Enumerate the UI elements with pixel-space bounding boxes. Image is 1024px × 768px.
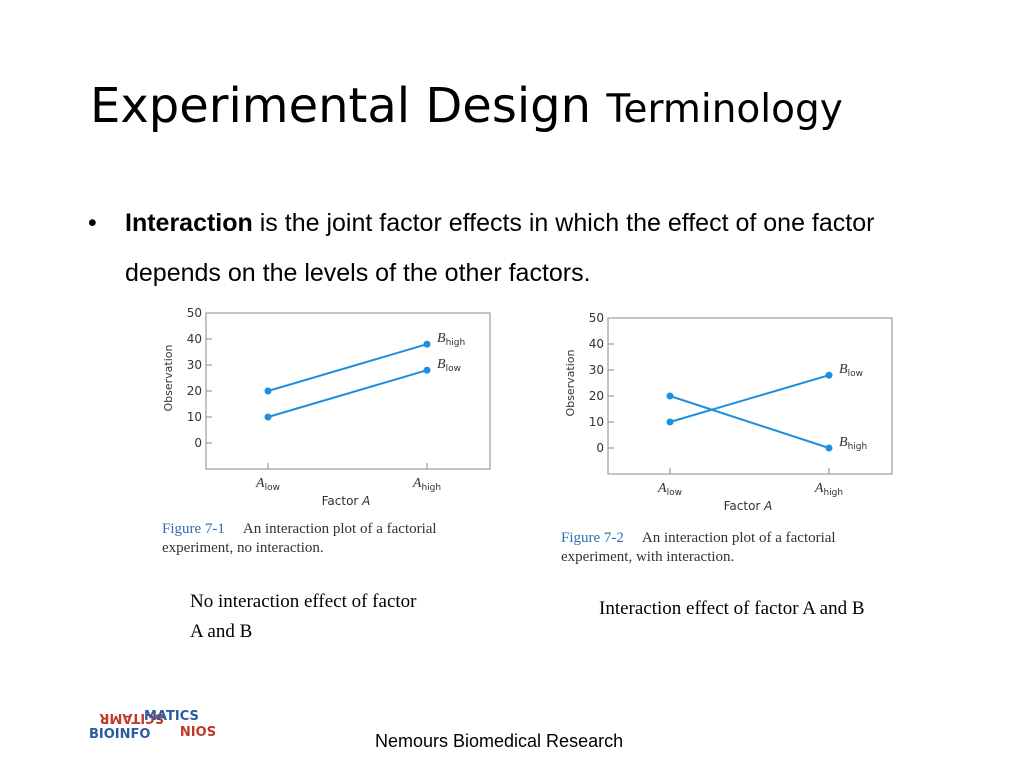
data-point-B_low-A_high: [825, 371, 833, 379]
bioinformatics-logo: SCITAMR MATICS BIOINFO SOIN: [89, 709, 216, 742]
y-tick-label-20: 20: [589, 389, 604, 403]
slide-title-main: Experimental Design: [90, 78, 592, 134]
svg-text:SCITAMR: SCITAMR: [99, 710, 164, 725]
footer-text: Nemours Biomedical Research: [375, 731, 624, 751]
data-point-B_high-A_high: [423, 340, 431, 348]
data-point-B_low-A_low: [264, 413, 272, 421]
x-tick-label-A_low: Alow: [657, 481, 682, 498]
bullet-marker: •: [88, 209, 97, 237]
y-tick-label-40: 40: [589, 337, 604, 351]
data-point-B_low-A_low: [666, 418, 674, 426]
svg-text:MATICS: MATICS: [144, 709, 199, 724]
chart-note-1: No interaction effect of factor A and B: [190, 591, 417, 642]
y-tick-label-50: 50: [589, 311, 604, 325]
series-line-B_high: [267, 343, 428, 392]
series-label-B_low: Blow: [437, 357, 461, 374]
svg-text:BIOINFO: BIOINFO: [89, 727, 150, 742]
figure-label-2: Figure 7-2: [561, 530, 624, 546]
series-label-B_high: Bhigh: [437, 331, 465, 348]
slide-title: Experimental Design Terminology: [90, 78, 843, 134]
data-point-B_high-A_low: [666, 392, 674, 400]
series-line-B_high: [669, 395, 830, 449]
y-tick-label-20: 20: [187, 384, 202, 398]
y-axis-label: Observation: [564, 349, 577, 416]
series-line-B_low: [267, 369, 428, 418]
data-point-B_high-A_low: [264, 387, 272, 395]
bullet-term: Interaction: [125, 209, 253, 237]
x-tick-label-A_high: Ahigh: [814, 481, 843, 498]
series-label-B_high: Bhigh: [839, 435, 867, 452]
interaction-plot-no-interaction: 0 10 20 30 40 50 Alow Ahigh Observation Factor A B…: [158, 300, 498, 515]
y-tick-label-50: 50: [187, 306, 202, 320]
y-tick-label-0: 0: [194, 436, 202, 450]
y-tick-label-10: 10: [589, 415, 604, 429]
svg-text:SOIN: SOIN: [180, 722, 216, 737]
interaction-plot-with-interaction: 0 10 20 30 40 50 Alow Ahigh Observation Factor A B…: [560, 305, 910, 523]
slide-title-sub: Terminology: [606, 87, 843, 132]
y-tick-label-0: 0: [596, 441, 604, 455]
figure-label-1: Figure 7-1: [162, 521, 225, 537]
y-tick-label-40: 40: [187, 332, 202, 346]
y-tick-label-10: 10: [187, 410, 202, 424]
bullet-text: Interaction is the joint factor effects …: [125, 198, 935, 298]
plot-frame-1: [205, 312, 491, 470]
figure-caption-2: Figure 7-2 An interaction plot of a facto…: [561, 529, 906, 567]
figure-caption-text-2: An interaction plot of a factorial exper…: [561, 530, 836, 565]
x-tick-label-A_low: Alow: [255, 476, 280, 493]
y-tick-label-30: 30: [589, 363, 604, 377]
chart-1-svg: 0 10 20 30 40 50 Alow Ahigh Observation Factor A B…: [162, 306, 491, 508]
bullet-definition: is the joint factor effects in which the…: [125, 209, 875, 287]
figure-caption-text-1: An interaction plot of a factorial exper…: [162, 521, 437, 556]
x-tick-label-A_high: Ahigh: [412, 476, 441, 493]
x-axis-label: Factor A: [322, 494, 371, 508]
figure-caption-1: Figure 7-1 An interaction plot of a facto…: [162, 520, 492, 558]
data-point-B_high-A_high: [825, 444, 833, 452]
chart-note-2: Interaction effect of factor A and B: [599, 598, 865, 619]
y-tick-label-30: 30: [187, 358, 202, 372]
y-axis-label: Observation: [162, 344, 175, 411]
chart-2-svg: 0 10 20 30 40 50 Alow Ahigh Observation Factor A B…: [564, 311, 893, 513]
data-point-B_low-A_high: [423, 366, 431, 374]
series-label-B_low: Blow: [839, 362, 863, 379]
x-axis-label: Factor A: [724, 499, 773, 513]
series-line-B_low: [669, 374, 830, 423]
